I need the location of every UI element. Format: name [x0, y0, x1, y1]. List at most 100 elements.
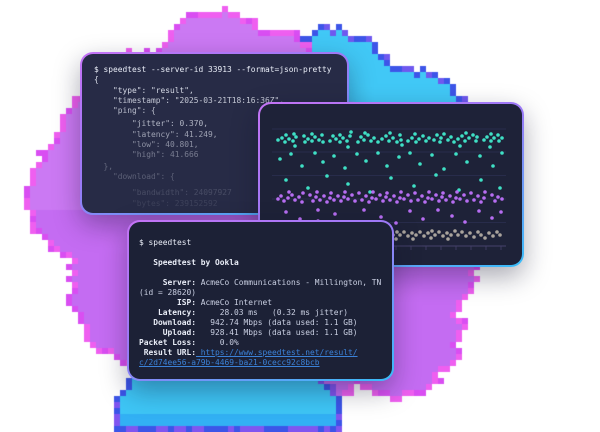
- gray-latency-band-dot: [410, 231, 414, 235]
- purple-latency-band-dot: [328, 196, 332, 200]
- teal-latency-band-dot: [492, 136, 496, 140]
- teal-latency-band-dot: [343, 166, 347, 170]
- result-field-label: Result URL:: [139, 348, 197, 357]
- teal-latency-band-dot: [474, 139, 478, 143]
- teal-latency-band-dot: [331, 134, 335, 138]
- teal-latency-band-dot: [332, 154, 336, 158]
- purple-latency-band-dot: [385, 191, 389, 195]
- gray-latency-band-dot: [453, 229, 457, 233]
- purple-latency-band-dot: [297, 195, 301, 199]
- purple-latency-band-dot: [499, 210, 503, 214]
- terminal-json-line: "download": {: [94, 171, 175, 181]
- teal-latency-band-dot: [478, 154, 482, 158]
- teal-latency-band-dot: [346, 145, 350, 149]
- teal-latency-band-dot: [427, 136, 431, 140]
- teal-latency-band-dot: [334, 137, 338, 141]
- gray-latency-band-dot: [430, 229, 434, 233]
- gray-latency-band-dot: [394, 237, 398, 241]
- gray-latency-band-dot: [456, 233, 460, 237]
- teal-latency-band-dot: [430, 153, 434, 157]
- purple-latency-band-dot: [398, 196, 402, 200]
- purple-latency-band-dot: [451, 200, 455, 204]
- purple-latency-band-dot: [364, 194, 368, 198]
- purple-latency-band-dot: [388, 198, 392, 202]
- purple-latency-band-dot: [440, 195, 444, 199]
- teal-latency-band-dot: [300, 164, 304, 168]
- teal-latency-band-dot: [355, 152, 359, 156]
- teal-latency-band-dot: [313, 151, 317, 155]
- teal-latency-band-dot: [391, 136, 395, 140]
- purple-latency-band-dot: [399, 190, 403, 194]
- purple-latency-band-dot: [357, 191, 361, 195]
- purple-latency-band-dot: [420, 194, 424, 198]
- result-field-label: Packet Loss:: [139, 338, 197, 347]
- result-url-link[interactable]: https://www.speedtest.net/result/: [196, 348, 358, 357]
- result-field-value: $ speedtest: [139, 238, 192, 247]
- purple-latency-band-dot: [367, 200, 371, 204]
- purple-latency-band-dot: [444, 198, 448, 202]
- purple-latency-band-dot: [332, 198, 336, 202]
- gray-latency-band-dot: [437, 230, 441, 234]
- purple-latency-band-dot: [362, 208, 366, 212]
- purple-latency-band-dot: [450, 214, 454, 218]
- purple-latency-band-dot: [482, 196, 486, 200]
- teal-latency-band-dot: [498, 186, 502, 190]
- purple-latency-band-dot: [458, 197, 462, 201]
- purple-latency-band-dot: [421, 217, 425, 221]
- teal-latency-band-dot: [395, 140, 399, 144]
- gray-latency-band-dot: [402, 230, 406, 234]
- purple-latency-band-dot: [350, 193, 354, 197]
- terminal-json-line: {: [94, 75, 99, 85]
- gray-latency-band-dot: [464, 234, 468, 238]
- terminal-json-line: "type": "result",: [94, 85, 194, 95]
- latency-scatter-chart: [272, 128, 506, 250]
- result-field-label: Upload:: [139, 328, 197, 337]
- result-field-value: (id = 28620): [139, 288, 197, 297]
- teal-latency-band-dot: [464, 131, 468, 135]
- result-url-link[interactable]: c/2d74ee56-a79b-4469-ba21-0cecc92c8bcb: [139, 358, 320, 367]
- purple-latency-band-dot: [455, 190, 459, 194]
- purple-latency-band-dot: [394, 221, 398, 225]
- terminal-speedtest-line: Upload: 928.41 Mbps (data used: 1.1 GB): [139, 328, 392, 338]
- purple-latency-band-dot: [490, 216, 494, 220]
- purple-latency-band-dot: [416, 198, 420, 202]
- teal-latency-band-dot: [482, 138, 486, 142]
- purple-latency-band-dot: [314, 195, 318, 199]
- terminal-speedtest-line: (id = 28620): [139, 288, 392, 298]
- gray-latency-band-dot: [487, 231, 491, 235]
- teal-latency-band-dot: [359, 135, 363, 139]
- teal-latency-band-dot: [317, 138, 321, 142]
- teal-latency-band-dot: [306, 186, 310, 190]
- purple-latency-band-dot: [477, 209, 481, 213]
- teal-latency-band-dot: [293, 144, 297, 148]
- purple-latency-band-dot: [426, 196, 430, 200]
- purple-latency-band-dot: [379, 215, 383, 219]
- gray-latency-band-dot: [426, 231, 430, 235]
- purple-latency-band-dot: [402, 197, 406, 201]
- teal-latency-band-dot: [302, 134, 306, 138]
- result-field-label: Server:: [139, 278, 197, 287]
- purple-latency-band-dot: [298, 217, 302, 221]
- gray-latency-band-dot: [398, 233, 402, 237]
- purple-latency-band-dot: [301, 191, 305, 195]
- teal-latency-band-dot: [278, 157, 282, 161]
- teal-latency-band-dot: [348, 134, 352, 138]
- teal-latency-band-dot: [283, 140, 287, 144]
- purple-latency-band-dot: [409, 199, 413, 203]
- result-field-value: 0.0%: [196, 338, 239, 347]
- purple-latency-band-dot: [469, 191, 473, 195]
- purple-latency-band-dot: [413, 191, 417, 195]
- terminal-speedtest-line: Server: AcmeCo Communications - Millingt…: [139, 278, 392, 288]
- purple-latency-band-dot: [493, 199, 497, 203]
- teal-latency-band-dot: [397, 155, 401, 159]
- teal-latency-band-dot: [406, 139, 410, 143]
- teal-latency-band-dot: [456, 137, 460, 141]
- teal-latency-band-dot: [366, 133, 370, 137]
- teal-latency-band-dot: [418, 162, 422, 166]
- teal-latency-band-dot: [368, 190, 372, 194]
- purple-latency-band-dot: [322, 194, 326, 198]
- teal-latency-band-dot: [321, 140, 325, 144]
- purple-latency-band-dot: [287, 190, 291, 194]
- teal-latency-band-dot: [345, 139, 349, 143]
